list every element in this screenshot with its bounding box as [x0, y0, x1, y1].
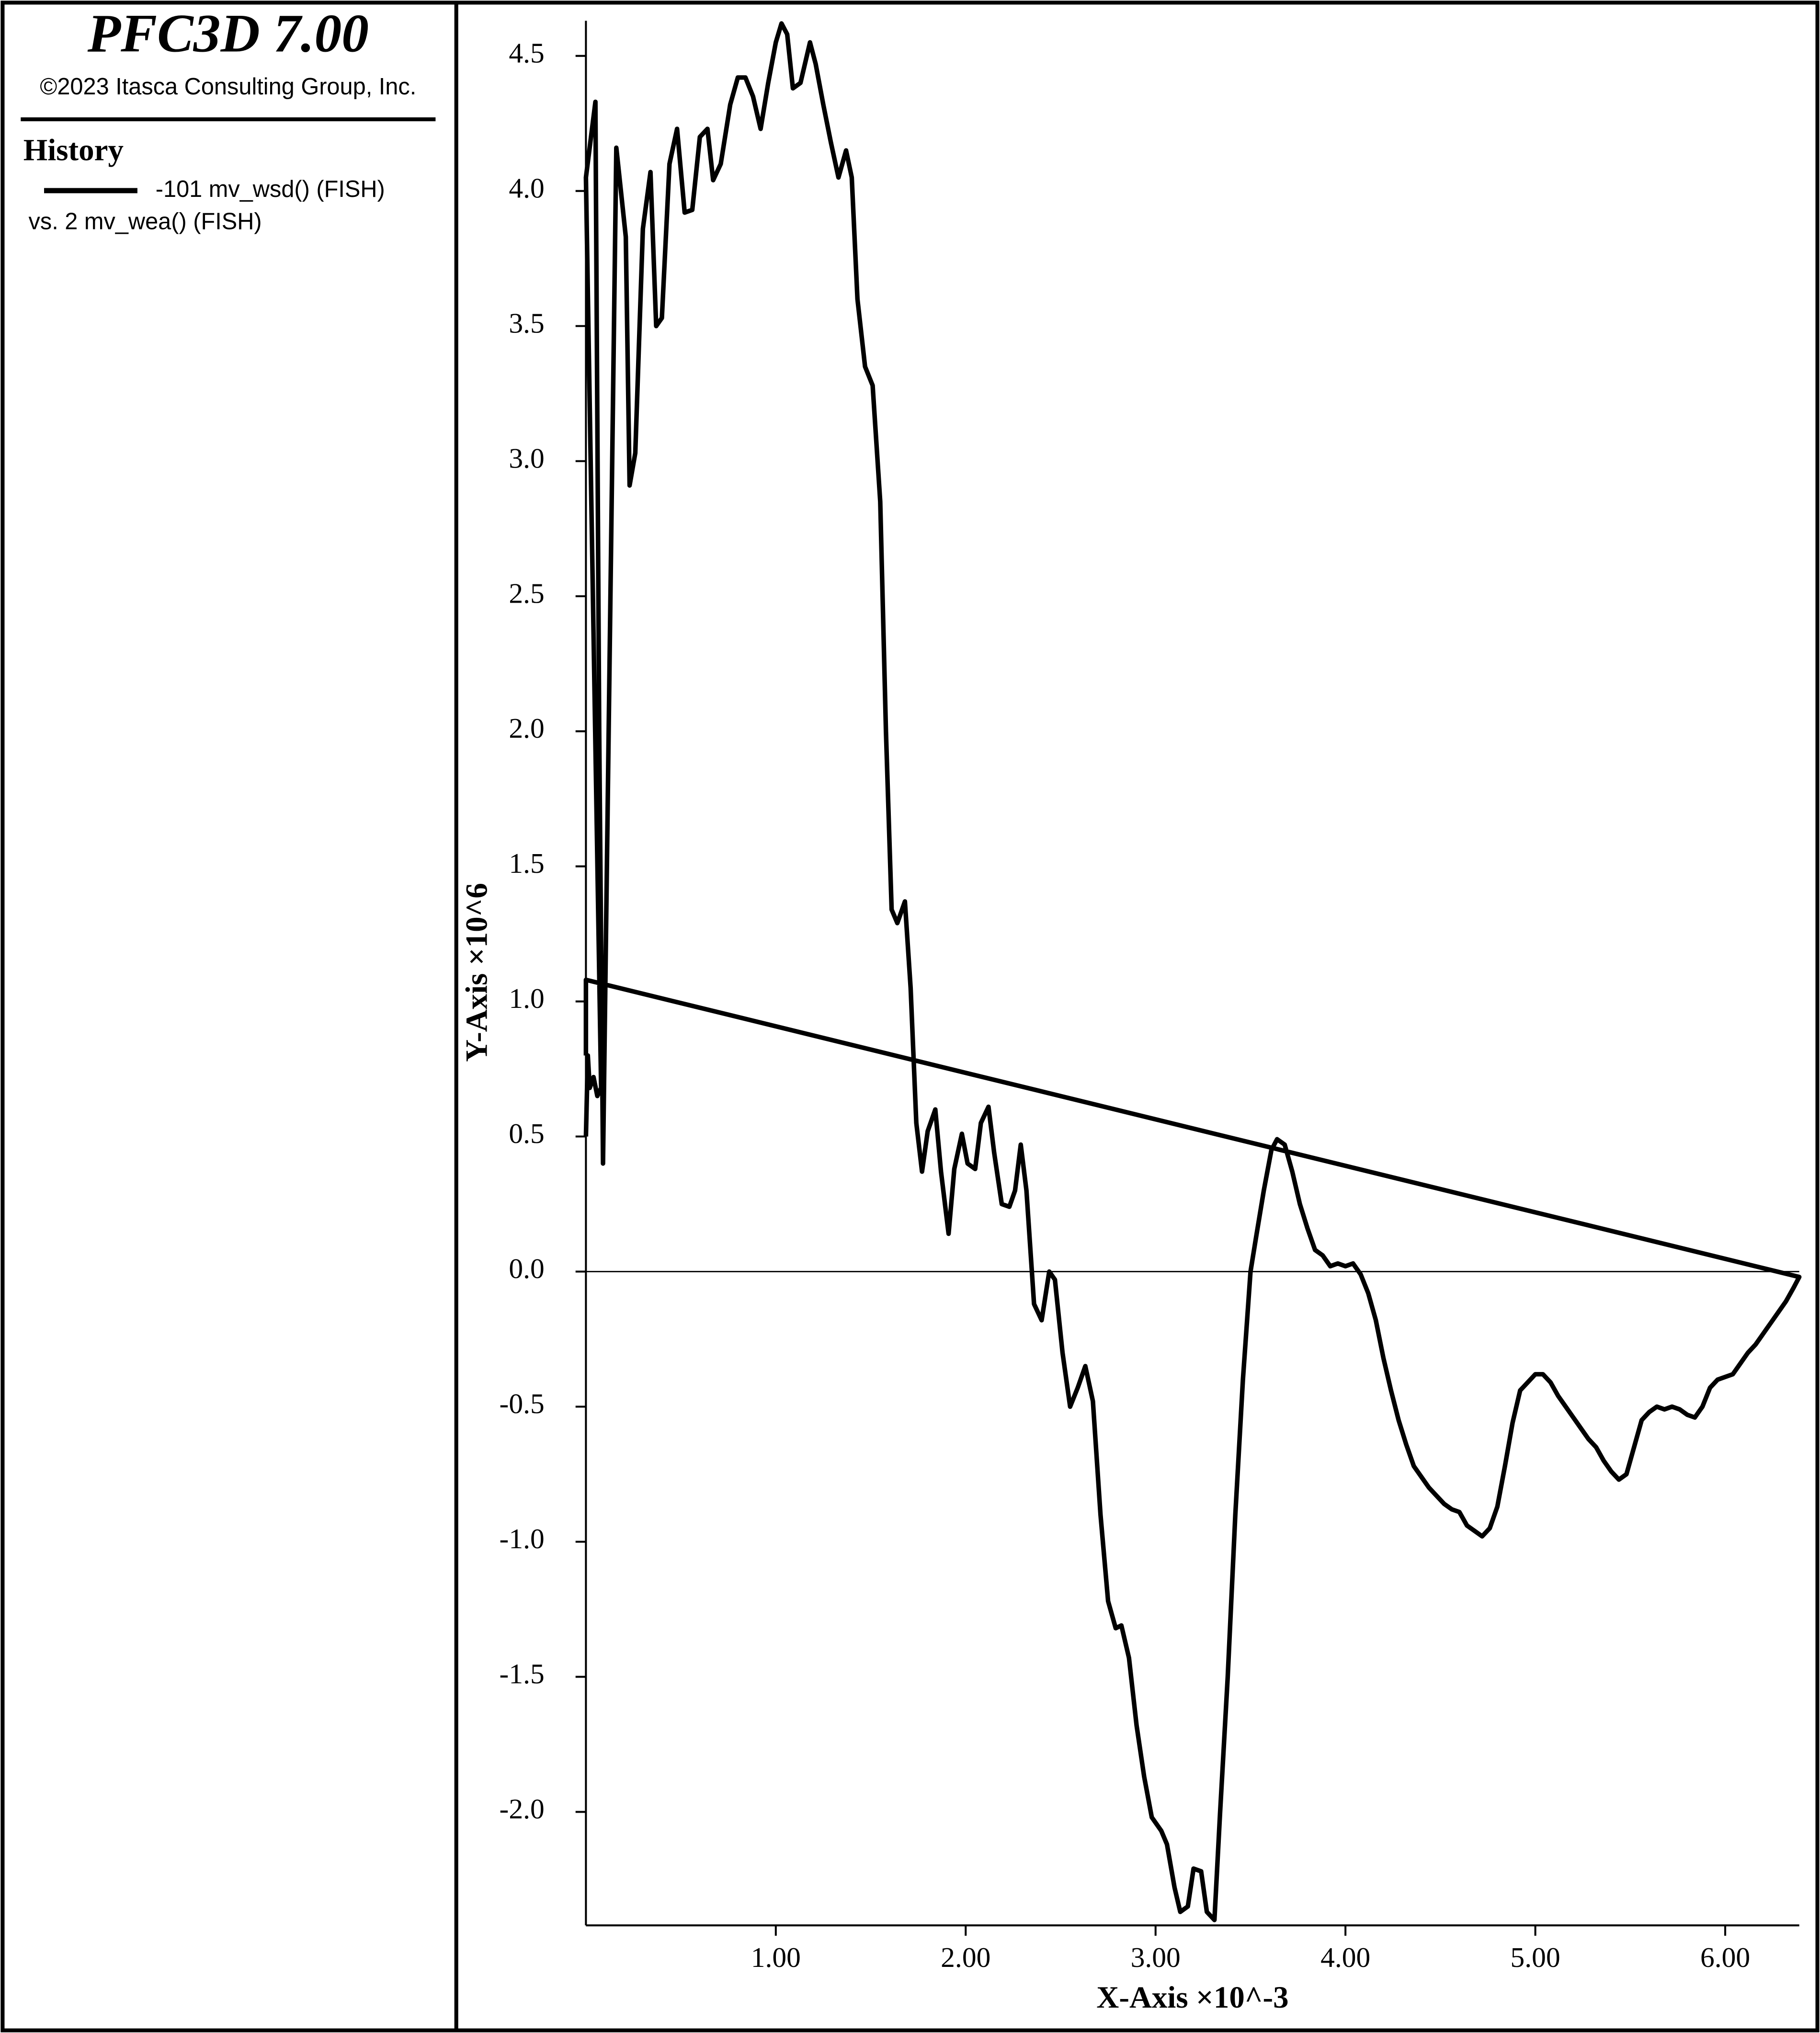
y-tick-label: 3.0: [509, 442, 544, 474]
y-axis-label: Y-Axis ×10^6: [459, 883, 494, 1062]
x-axis-label: X-Axis ×10^-3: [1096, 1980, 1288, 2015]
y-tick-label: -1.5: [500, 1658, 545, 1690]
y-tick-label: 2.5: [509, 577, 544, 609]
y-tick-label: 0.5: [509, 1118, 544, 1149]
x-tick-label: 1.00: [751, 1942, 801, 1973]
y-tick-label: -0.5: [500, 1388, 545, 1419]
x-tick-label: 2.00: [941, 1942, 990, 1973]
x-tick-label: 5.00: [1511, 1942, 1560, 1973]
y-tick-label: 4.0: [509, 172, 544, 204]
y-tick-label: 2.0: [509, 712, 544, 744]
y-tick-label: 0.0: [509, 1253, 544, 1284]
y-tick-label: 3.5: [509, 307, 544, 339]
legend-entry: -101 mv_wsd() (FISH): [156, 176, 385, 202]
y-tick-label: -2.0: [500, 1793, 545, 1825]
x-tick-label: 6.00: [1700, 1942, 1750, 1973]
legend-x-series: vs. 2 mv_wea() (FISH): [29, 208, 262, 234]
y-tick-label: 4.5: [509, 37, 544, 69]
y-tick-label: 1.5: [509, 847, 544, 879]
y-tick-label: -1.0: [500, 1523, 545, 1554]
copyright: ©2023 Itasca Consulting Group, Inc.: [40, 74, 416, 100]
y-tick-label: 1.0: [509, 982, 544, 1014]
app-title: PFC3D 7.00: [87, 3, 369, 63]
legend-heading: History: [23, 133, 124, 167]
data-line: [583, 21, 1802, 1922]
x-tick-label: 4.00: [1320, 1942, 1370, 1973]
x-tick-label: 3.00: [1131, 1942, 1181, 1973]
